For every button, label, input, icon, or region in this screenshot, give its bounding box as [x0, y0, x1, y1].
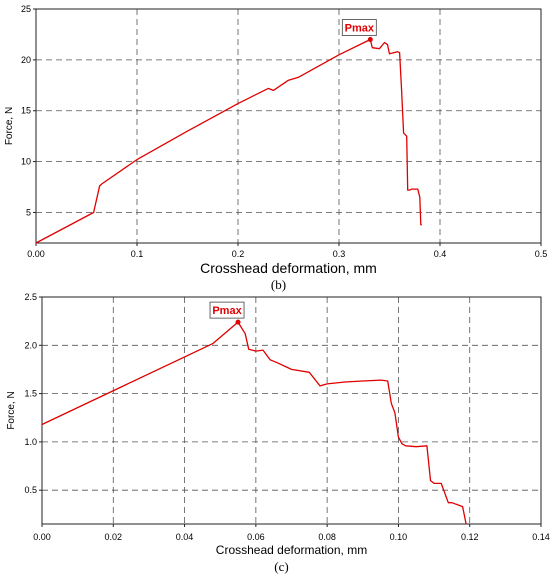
- pmax-label-box: [209, 301, 245, 319]
- chart-b: 0.00 0.1 0.2 0.3 0.4 0.5 5 10 15 20 25 Crosshead de…: [4, 4, 547, 292]
- figure-caption: (c): [274, 559, 288, 574]
- plot-frame: [35, 8, 542, 244]
- y-axis-label: Force, N: [4, 107, 15, 145]
- x-axis-label: Crosshead deformation, mm: [216, 543, 367, 557]
- x-tick-label: 0.2: [232, 249, 245, 259]
- x-tick-label: 0.00: [27, 249, 45, 259]
- y-tick-label: 0.5: [24, 485, 37, 495]
- x-tick-label: 0.4: [434, 249, 447, 259]
- x-tick-label: 0.12: [461, 532, 479, 542]
- pmax-point: [367, 37, 373, 43]
- x-tick-label: 0.04: [176, 532, 194, 542]
- pmax-label: Pmax: [345, 23, 375, 35]
- series-line: [35, 38, 422, 244]
- y-tick-label: 2.5: [24, 292, 37, 302]
- y-tick-label: 5: [26, 207, 31, 217]
- x-axis-label: Crosshead deformation, mm: [200, 260, 377, 276]
- series-line: [41, 321, 467, 525]
- y-tick-label: 20: [21, 55, 31, 65]
- figure-caption: (b): [271, 277, 286, 292]
- pmax-point: [235, 319, 241, 325]
- x-tick-label: 0.1: [131, 249, 144, 259]
- y-tick-label: 15: [21, 106, 31, 116]
- x-tick-label: 0.02: [105, 532, 123, 542]
- x-tick-label: 0.00: [33, 532, 51, 542]
- x-tick-label: 0.14: [532, 532, 550, 542]
- y-tick-label: 1.0: [24, 437, 37, 447]
- y-tick-label: 2.0: [24, 340, 37, 350]
- x-tick-label: 0.10: [390, 532, 408, 542]
- pmax-label: Pmax: [212, 305, 242, 317]
- x-tick-label: 0.3: [333, 249, 346, 259]
- chart-c: 0.00 0.02 0.04 0.06 0.08 0.10 0.12 0.14 0.5 1.0 1.…: [6, 292, 550, 574]
- x-tick-label: 0.08: [318, 532, 336, 542]
- y-tick-label: 25: [21, 4, 31, 14]
- x-tick-label: 0.5: [535, 249, 548, 259]
- plot-frame: [41, 296, 542, 525]
- y-tick-label: 10: [21, 157, 31, 167]
- y-axis-label: Force, N: [6, 391, 17, 429]
- y-tick-label: 1.5: [24, 389, 37, 399]
- x-tick-label: 0.06: [247, 532, 265, 542]
- pmax-label-box: [341, 19, 377, 36]
